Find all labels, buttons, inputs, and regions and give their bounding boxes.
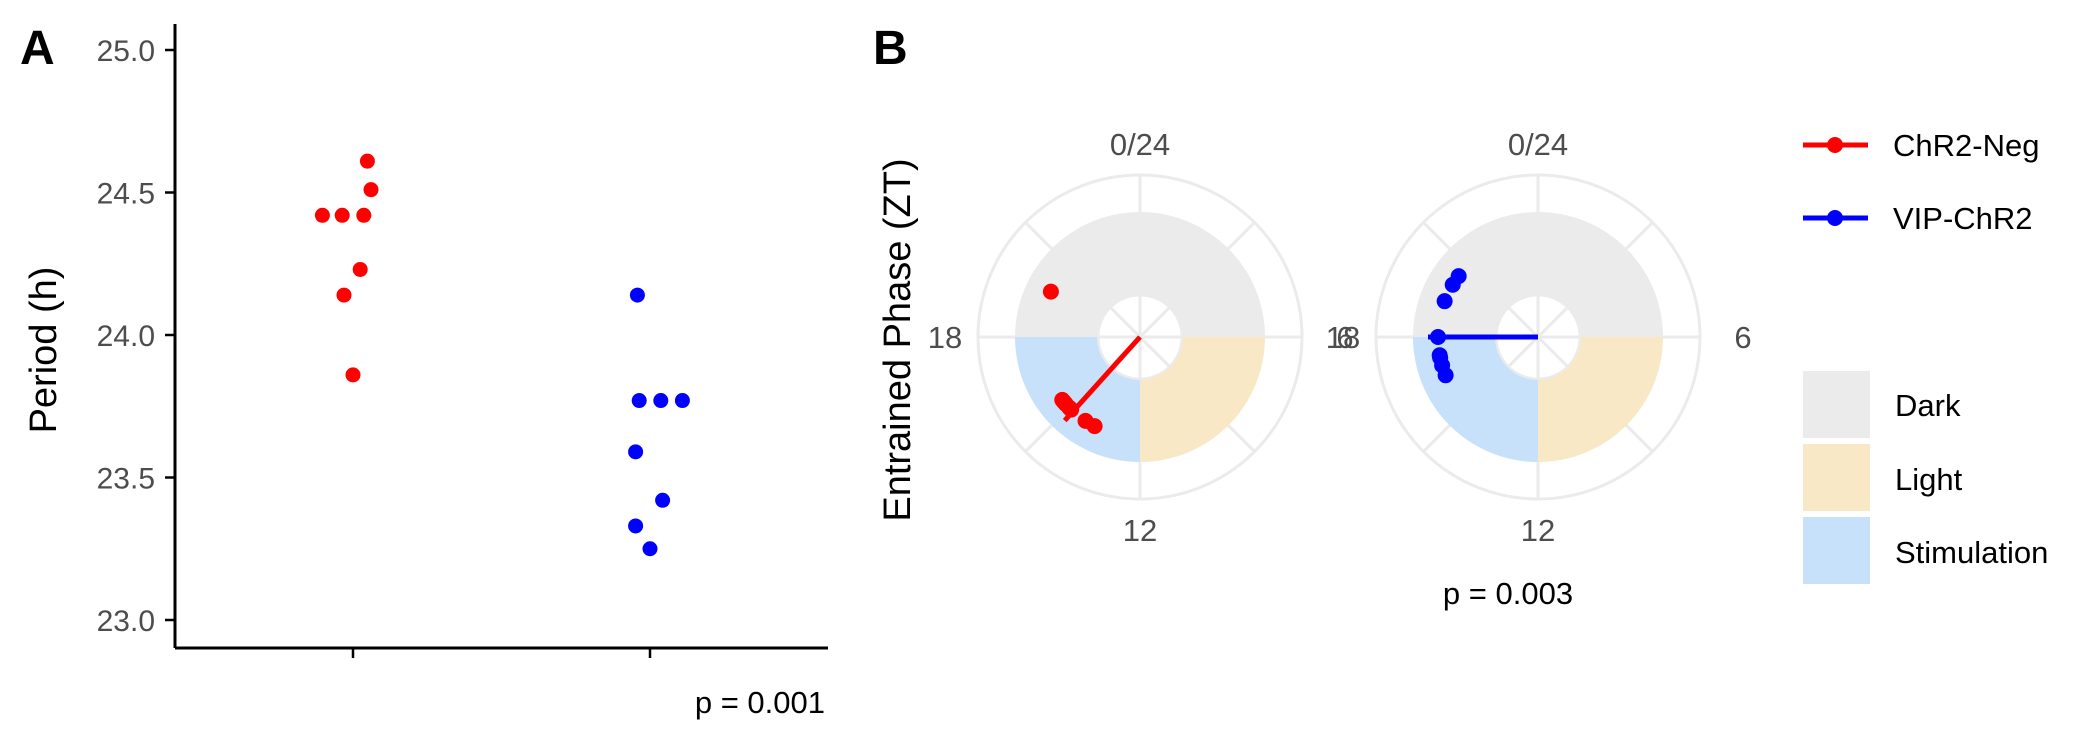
legend-label-light: Light	[1895, 462, 1963, 497]
data-point	[352, 261, 368, 277]
legend-label-stimulation: Stimulation	[1895, 535, 2048, 570]
phase-point	[1437, 367, 1454, 384]
data-point	[363, 182, 379, 198]
y-tick-label: 23.0	[97, 605, 155, 638]
panel-a-label: A	[20, 22, 55, 75]
data-point	[631, 393, 647, 409]
legend-label-vip-chr2: VIP-ChR2	[1893, 201, 2033, 236]
legend-item-stimulation: Stimulation	[1803, 517, 2048, 584]
legend-label-chr2-neg: ChR2-Neg	[1893, 128, 2039, 163]
data-point	[642, 541, 658, 557]
panel-b: B Entrained Phase (ZT) 0/24 6 12 18 0/24 6 12…	[873, 22, 1752, 611]
phase-point	[1450, 268, 1467, 285]
data-point	[334, 207, 350, 223]
y-tick-label: 25.0	[97, 35, 155, 68]
phase-point	[1430, 329, 1446, 345]
panel-b-y-axis-title: Entrained Phase (ZT)	[877, 158, 919, 521]
phase-point	[1436, 293, 1453, 310]
legend-item-chr2-neg: ChR2-Neg	[1803, 128, 2039, 163]
panel-a-y-axis-title: Period (h)	[23, 267, 65, 434]
phase-point	[1063, 401, 1080, 418]
panel-a: A Period (h) 23.0 23.5 24.0 24.5 25.0 p = 0.…	[20, 22, 828, 720]
legend-key-dark	[1803, 371, 1870, 438]
polar-angle-label: 18	[1326, 320, 1360, 355]
data-point	[628, 518, 644, 534]
data-point	[653, 393, 669, 409]
data-point	[655, 492, 671, 508]
polar-band-light	[1140, 337, 1265, 462]
data-point	[336, 287, 352, 303]
polar-band-light	[1538, 337, 1663, 462]
data-point	[674, 393, 690, 409]
panel-a-points	[314, 153, 690, 557]
legend: ChR2-Neg VIP-ChR2 Dark Light Stimulation	[1803, 128, 2048, 584]
legend-key-chr2-neg-dot	[1827, 137, 1843, 153]
polar-angle-label: 12	[1123, 513, 1157, 548]
polar-band-dark	[1015, 212, 1265, 337]
polar-angle-label: 6	[1734, 320, 1751, 355]
data-point	[629, 287, 645, 303]
phase-point	[1042, 283, 1059, 300]
legend-label-dark: Dark	[1895, 388, 1961, 423]
polar-angle-label: 18	[928, 320, 962, 355]
legend-item-light: Light	[1803, 444, 1963, 511]
phase-point	[1086, 418, 1103, 435]
panel-a-p-value: p = 0.001	[695, 685, 825, 720]
polar-angle-label: 12	[1521, 513, 1555, 548]
data-point	[356, 207, 372, 223]
polar-band-dark	[1413, 212, 1663, 337]
panel-b-label: B	[873, 22, 908, 75]
polar-angle-label: 6	[1336, 320, 1353, 355]
y-tick-label: 23.5	[97, 463, 155, 496]
polar-angle-label: 0/24	[1508, 127, 1568, 162]
panel-a-x-ticks	[351, 648, 652, 658]
legend-item-dark: Dark	[1803, 371, 1961, 438]
legend-key-stimulation	[1803, 517, 1870, 584]
y-tick-label: 24.5	[97, 178, 155, 211]
panel-b-p-value: p = 0.003	[1443, 576, 1573, 611]
polar-angle-label: 0/24	[1110, 127, 1170, 162]
legend-key-light	[1803, 444, 1870, 511]
data-point	[345, 367, 361, 383]
legend-key-vip-chr2-dot	[1827, 210, 1843, 226]
panel-a-y-ticks: 23.0 23.5 24.0 24.5 25.0	[97, 35, 175, 638]
data-point	[359, 153, 375, 169]
legend-item-vip-chr2: VIP-ChR2	[1803, 201, 2033, 236]
data-point	[314, 207, 330, 223]
polar-vip-chr2: 0/24 6 12 18	[1326, 127, 1752, 548]
y-tick-label: 24.0	[97, 320, 155, 353]
polar-chr2-neg: 0/24 6 12 18	[928, 127, 1354, 548]
data-point	[628, 444, 644, 460]
